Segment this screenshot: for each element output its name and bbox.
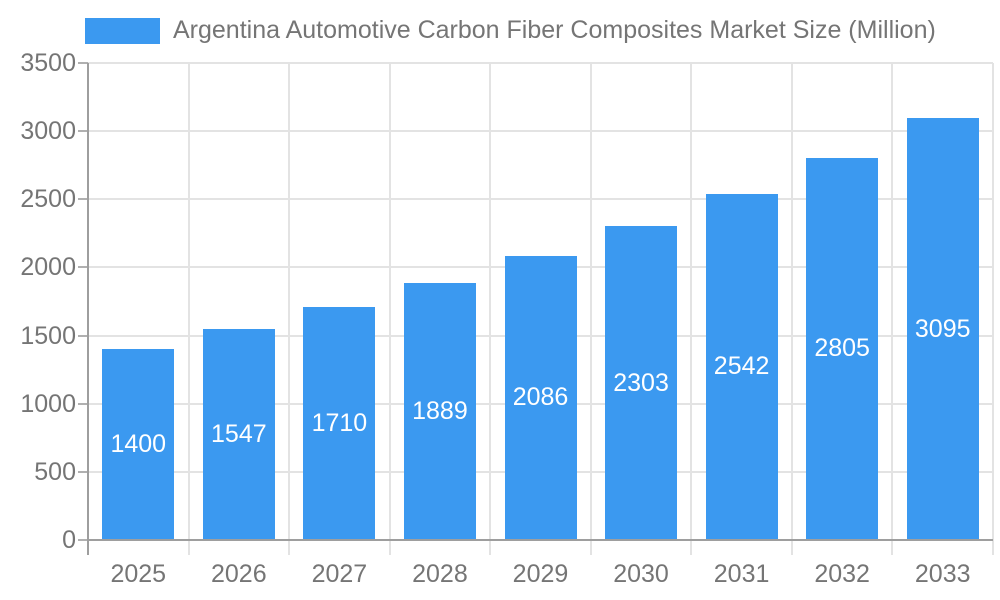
bar-2026: 1547 (202, 329, 275, 540)
x-gridline (790, 63, 793, 555)
y-axis-label: 2500 (20, 185, 76, 214)
x-gridline (992, 63, 994, 555)
x-gridline (288, 63, 291, 555)
x-gridline (891, 63, 894, 555)
y-axis-tick (78, 402, 88, 405)
bar-2031: 2542 (705, 193, 778, 540)
x-axis-label: 2030 (613, 560, 669, 588)
x-axis-label: 2033 (914, 560, 971, 588)
legend-swatch (85, 17, 160, 44)
bar-value-label: 2542 (713, 352, 770, 381)
x-gridline (589, 63, 592, 555)
bar-value-label: 1710 (311, 408, 368, 437)
y-axis-tick (78, 130, 88, 133)
bar-2027: 1710 (303, 306, 376, 540)
x-axis-label: 2027 (311, 560, 368, 588)
x-axis-line (88, 539, 993, 541)
y-axis-label: 3000 (20, 117, 76, 146)
y-axis-tick (78, 198, 88, 201)
x-axis-label: 2025 (110, 560, 167, 588)
y-gridline (88, 130, 993, 133)
x-axis-label: 2026 (211, 560, 267, 588)
bar-2029: 2086 (504, 255, 577, 540)
bar-value-label: 2303 (613, 368, 669, 397)
bar-2028: 1889 (403, 282, 476, 540)
x-gridline (388, 63, 391, 555)
bar-value-label: 1889 (412, 396, 468, 425)
y-axis-label: 1500 (20, 321, 76, 350)
y-axis-label: 3500 (20, 49, 76, 77)
y-axis-tick (78, 334, 88, 337)
x-gridline (187, 63, 190, 555)
y-axis-label: 1000 (20, 389, 76, 418)
x-axis-label: 2031 (713, 560, 770, 588)
bar-2030: 2303 (605, 226, 678, 540)
bar-2033: 3095 (906, 118, 979, 540)
y-axis-label: 500 (34, 457, 76, 486)
y-gridline (88, 198, 993, 201)
bar-value-label: 2805 (814, 334, 870, 363)
y-axis-line (87, 63, 89, 555)
bar-value-label: 1400 (110, 430, 167, 459)
bar-2032: 2805 (806, 157, 879, 540)
legend: Argentina Automotive Carbon Fiber Compos… (85, 16, 936, 45)
x-axis-label: 2029 (512, 560, 569, 588)
x-gridline (690, 63, 693, 555)
bar-value-label: 2086 (512, 383, 569, 412)
x-gridline (489, 63, 492, 555)
bar-value-label: 3095 (914, 314, 971, 343)
x-axis-label: 2032 (814, 560, 870, 588)
y-axis-tick (78, 62, 88, 64)
bar-value-label: 1547 (211, 420, 267, 449)
y-axis-label: 0 (62, 526, 76, 554)
y-axis-tick (78, 266, 88, 269)
x-axis-label: 2028 (412, 560, 468, 588)
y-gridline (88, 62, 993, 64)
y-axis-label: 2000 (20, 253, 76, 282)
legend-label: Argentina Automotive Carbon Fiber Compos… (173, 16, 936, 44)
y-axis-tick (78, 470, 88, 473)
bar-2025: 1400 (102, 349, 175, 540)
y-axis-tick (78, 539, 88, 541)
